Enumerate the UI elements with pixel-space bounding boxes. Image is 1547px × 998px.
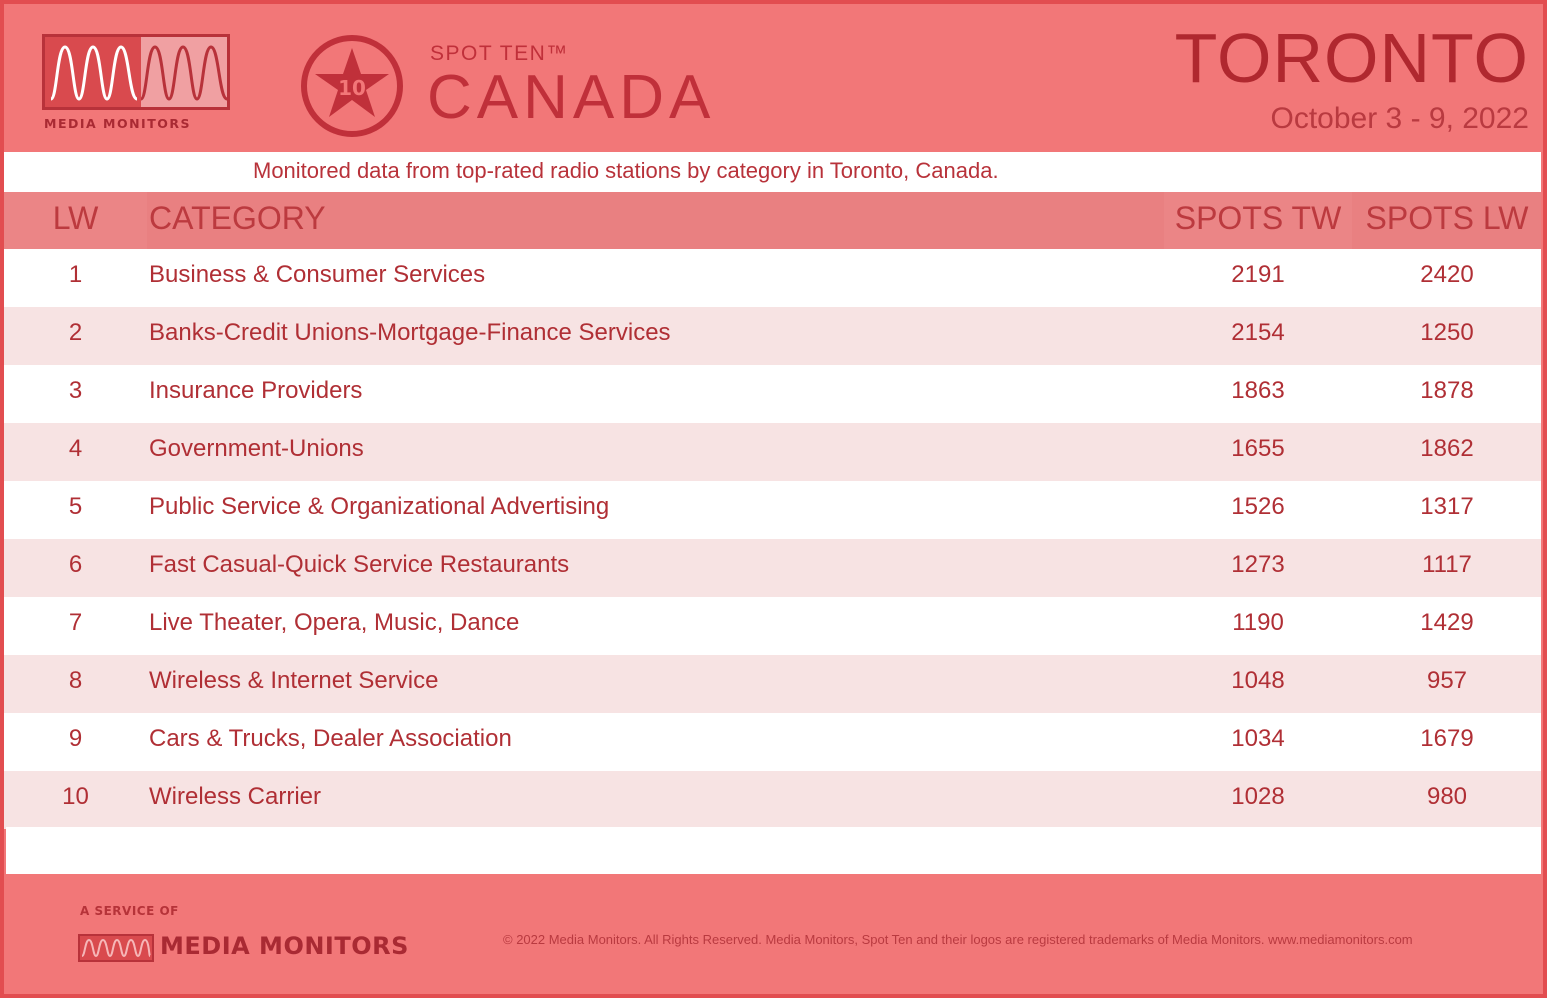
table-row: 5 Public Service & Organizational Advert… [4, 481, 1541, 539]
category-cell: Public Service & Organizational Advertis… [149, 493, 610, 520]
category-cell: Fast Casual-Quick Service Restaurants [149, 551, 570, 578]
spots-tw-cell: 1273 [1231, 551, 1285, 578]
category-cell: Cars & Trucks, Dealer Association [149, 725, 512, 752]
header: MEDIA MONITORS 10 SPOT TEN™ CANADA TORON… [4, 4, 1543, 152]
table-row: 1 Business & Consumer Services 2191 2420 [4, 249, 1541, 307]
spots-lw-cell: 1679 [1420, 725, 1474, 752]
rank-cell: 3 [68, 377, 83, 404]
copyright-text: © 2022 Media Monitors. All Rights Reserv… [503, 932, 1413, 947]
table-row: 8 Wireless & Internet Service 1048 957 [4, 655, 1541, 713]
category-cell: Wireless Carrier [149, 783, 322, 810]
spots-lw-cell: 1878 [1420, 377, 1474, 404]
rank-cell: 6 [68, 551, 83, 578]
category-cell: Wireless & Internet Service [149, 667, 439, 694]
rank-cell: 2 [68, 319, 83, 346]
service-of-label: A SERVICE OF [80, 904, 179, 918]
subtitle-bar: Monitored data from top-rated radio stat… [4, 152, 1541, 192]
category-table: LW CATEGORY SPOTS TW SPOTS LW 1 Business… [4, 192, 1541, 829]
spots-lw-cell: 2420 [1420, 261, 1474, 288]
rank-cell: 7 [68, 609, 83, 636]
spots-tw-cell: 1190 [1232, 609, 1284, 636]
spot-ten-star-icon: 10 [300, 34, 404, 138]
table-row: 7 Live Theater, Opera, Music, Dance 1190… [4, 597, 1541, 655]
rank-cell: 1 [68, 261, 83, 288]
mm-waveform-icon [42, 34, 230, 110]
spots-tw-cell: 1034 [1231, 725, 1285, 752]
category-cell: Business & Consumer Services [149, 261, 486, 288]
logo-text: MEDIA MONITORS [44, 116, 191, 131]
rank-cell: 5 [68, 493, 83, 520]
footer: A SERVICE OF MEDIA MONITORS © 2022 Media… [4, 874, 1543, 994]
category-cell: Live Theater, Opera, Music, Dance [149, 609, 520, 636]
spots-lw-cell: 1862 [1420, 435, 1474, 462]
spots-lw-cell: 1250 [1420, 319, 1474, 346]
header-band-tw [1164, 192, 1352, 249]
table-spacer [6, 827, 1541, 874]
spots-tw-cell: 1048 [1231, 667, 1285, 694]
spots-tw-cell: 1863 [1231, 377, 1285, 404]
spots-lw-cell: 1117 [1422, 551, 1472, 578]
category-cell: Banks-Credit Unions-Mortgage-Finance Ser… [149, 319, 671, 346]
rank-cell: 10 [62, 783, 89, 810]
spots-lw-cell: 980 [1426, 783, 1468, 810]
header-band-lw [4, 192, 147, 249]
table-row: 4 Government-Unions 1655 1862 [4, 423, 1541, 481]
spots-tw-cell: 1526 [1231, 493, 1285, 520]
date-range: October 3 - 9, 2022 [1270, 102, 1530, 135]
badge-number: 10 [338, 76, 366, 100]
table-row: 10 Wireless Carrier 1028 980 [4, 771, 1541, 829]
category-cell: Insurance Providers [149, 377, 363, 404]
spots-tw-cell: 1028 [1231, 783, 1285, 810]
spots-lw-cell: 1317 [1420, 493, 1474, 520]
col-header-lw: LW [52, 200, 99, 236]
table-row: 3 Insurance Providers 1863 1878 [4, 365, 1541, 423]
col-header-spots-lw: SPOTS LW [1365, 200, 1529, 236]
table-row: 9 Cars & Trucks, Dealer Association 1034… [4, 713, 1541, 771]
footer-brand: MEDIA MONITORS [160, 932, 409, 960]
country-title: CANADA [427, 63, 716, 132]
media-monitors-logo: MEDIA MONITORS [42, 34, 234, 132]
spots-tw-cell: 2154 [1231, 319, 1285, 346]
subtitle: Monitored data from top-rated radio stat… [253, 158, 999, 183]
mm-mini-waveform-icon [78, 934, 154, 962]
rank-cell: 9 [68, 725, 83, 752]
col-header-spots-tw: SPOTS TW [1174, 200, 1342, 236]
category-cell: Government-Unions [149, 435, 364, 462]
table-header: LW CATEGORY SPOTS TW SPOTS LW [4, 192, 1541, 249]
table-row: 2 Banks-Credit Unions-Mortgage-Finance S… [4, 307, 1541, 365]
spot-ten-label: SPOT TEN™ [430, 42, 569, 65]
spots-tw-cell: 2191 [1231, 261, 1285, 288]
rank-cell: 4 [68, 435, 83, 462]
spots-tw-cell: 1655 [1231, 435, 1285, 462]
spots-lw-cell: 957 [1426, 667, 1468, 694]
city-title: TORONTO [1174, 19, 1529, 97]
table-row: 6 Fast Casual-Quick Service Restaurants … [4, 539, 1541, 597]
spots-lw-cell: 1429 [1420, 609, 1474, 636]
rank-cell: 8 [68, 667, 83, 694]
col-header-category: CATEGORY [149, 200, 326, 236]
